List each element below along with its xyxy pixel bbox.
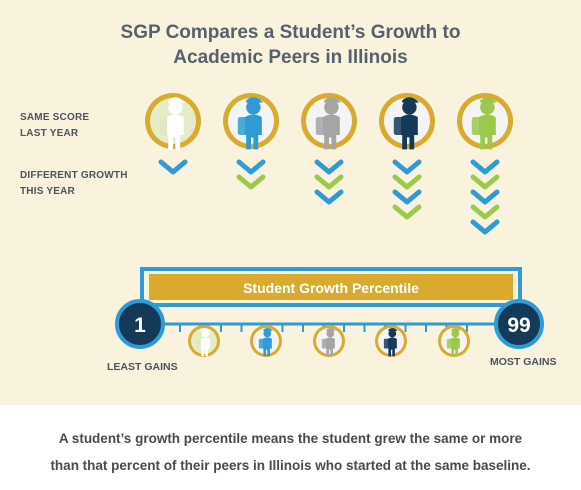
chevron-5-4 — [470, 204, 500, 220]
percentile-bar-frame — [140, 267, 522, 307]
chevron-1-1 — [158, 159, 188, 175]
chevron-5-1 — [470, 159, 500, 175]
scale-student-1 — [188, 325, 220, 357]
scale-student-figure-1 — [196, 328, 211, 357]
max-percentile-value: 99 — [507, 314, 530, 337]
caption: A student’s growth percentile means the … — [0, 425, 581, 479]
scale-student-figure-2 — [258, 328, 273, 357]
student-icon-5 — [457, 93, 513, 150]
student-figure-5 — [471, 97, 497, 150]
title-line-1: SGP Compares a Student’s Growth to — [120, 22, 461, 43]
student-icons-row — [145, 93, 513, 150]
growth-percentile-scale: Student Growth Percentile 1 99 — [115, 267, 544, 357]
student-icon-4 — [379, 93, 435, 150]
growth-chevrons — [158, 159, 500, 235]
percentile-bar-label: Student Growth Percentile — [243, 280, 419, 296]
same-score-label: SAME SCORE LAST YEAR — [20, 112, 90, 139]
student-icon-1 — [145, 93, 201, 150]
student-figure-1 — [159, 97, 185, 150]
chevron-3-2 — [314, 174, 344, 190]
scale-student-3 — [313, 325, 345, 357]
chevron-4-1 — [392, 159, 422, 175]
student-icon-2 — [223, 93, 279, 150]
caption-line-1: A student’s growth percentile means the … — [58, 431, 523, 446]
student-icon-3 — [301, 93, 357, 150]
least-gains-label: LEAST GAINS — [107, 361, 178, 373]
chevron-2-2 — [236, 174, 266, 190]
chevron-4-3 — [392, 189, 422, 205]
percentile-bar — [149, 274, 513, 300]
chevron-3-3 — [314, 189, 344, 205]
chevron-2-1 — [236, 159, 266, 175]
scale-student-figure-3 — [321, 328, 336, 357]
max-percentile-badge — [494, 299, 544, 349]
student-figure-2 — [237, 97, 263, 150]
caption-line-2: than that percent of their peers in Illi… — [50, 458, 531, 473]
infographic-graphics: Student Growth Percentile 1 99 — [115, 93, 544, 357]
title-line-2: Academic Peers in Illinois — [173, 47, 408, 68]
most-gains-label: MOST GAINS — [490, 356, 557, 368]
scale-student-icons — [188, 325, 470, 357]
chevron-5-3 — [470, 189, 500, 205]
min-percentile-badge — [115, 299, 165, 349]
chevron-5-2 — [470, 174, 500, 190]
different-growth-label: DIFFERENT GROWTH THIS YEAR — [20, 170, 128, 197]
chevron-3-1 — [314, 159, 344, 175]
student-figure-3 — [315, 97, 341, 150]
student-figure-4 — [393, 97, 419, 150]
chevron-5-5 — [470, 219, 500, 235]
chevron-4-4 — [392, 204, 422, 220]
scale-student-figure-4 — [383, 328, 398, 357]
infographic-title: SGP Compares a Student’s Growth to Acade… — [0, 20, 581, 70]
scale-student-figure-5 — [446, 328, 461, 357]
scale-student-4 — [375, 325, 407, 357]
chevron-4-2 — [392, 174, 422, 190]
scale-student-5 — [438, 325, 470, 357]
scale-student-2 — [250, 325, 282, 357]
min-percentile-value: 1 — [134, 314, 146, 337]
